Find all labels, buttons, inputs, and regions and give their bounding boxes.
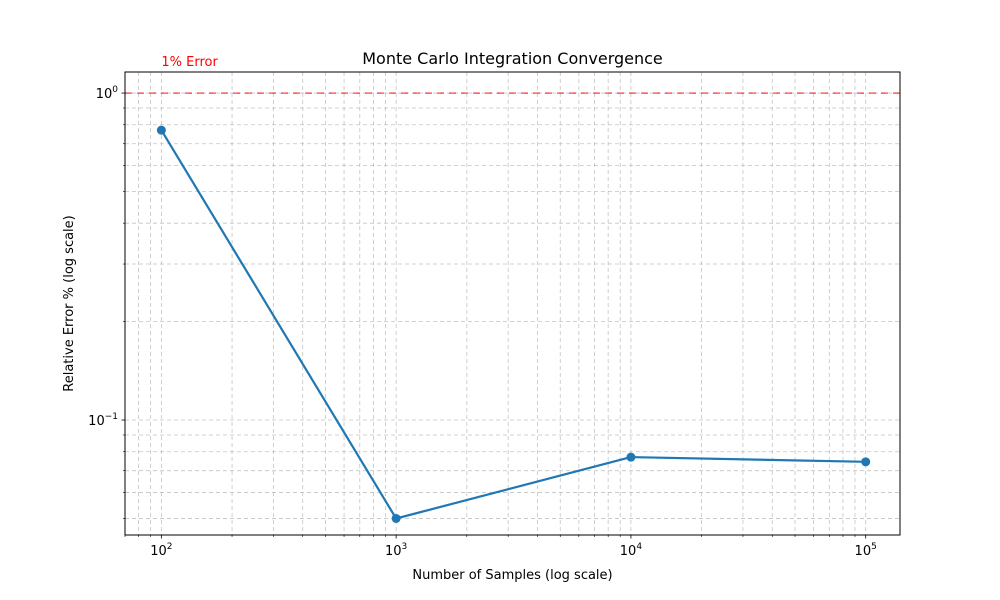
x-tick-label: 105 (855, 542, 877, 559)
y-tick-label: 10−1 (88, 412, 118, 429)
grid-layer (124, 72, 900, 535)
series-line (160, 129, 866, 520)
reference-line-label: 1% Error (161, 55, 218, 70)
reference-layer: 1% Error (125, 55, 900, 94)
data-point (391, 513, 401, 523)
x-tick-label: 103 (385, 542, 407, 559)
x-axis-label: Number of Samples (log scale) (412, 568, 612, 583)
data-point (156, 125, 166, 135)
x-tick-label: 102 (150, 542, 172, 559)
y-tick-label: 100 (96, 85, 119, 102)
y-axis-label: Relative Error % (log scale) (62, 215, 77, 391)
data-point (861, 457, 871, 467)
ticks-layer: 102 103 104 105 10−1 100 (88, 85, 877, 559)
chart-title: Monte Carlo Integration Convergence (362, 49, 663, 68)
data-point (626, 452, 636, 462)
plot-frame (124, 71, 901, 536)
x-tick-label: 104 (620, 542, 643, 559)
series-layer (156, 125, 871, 523)
